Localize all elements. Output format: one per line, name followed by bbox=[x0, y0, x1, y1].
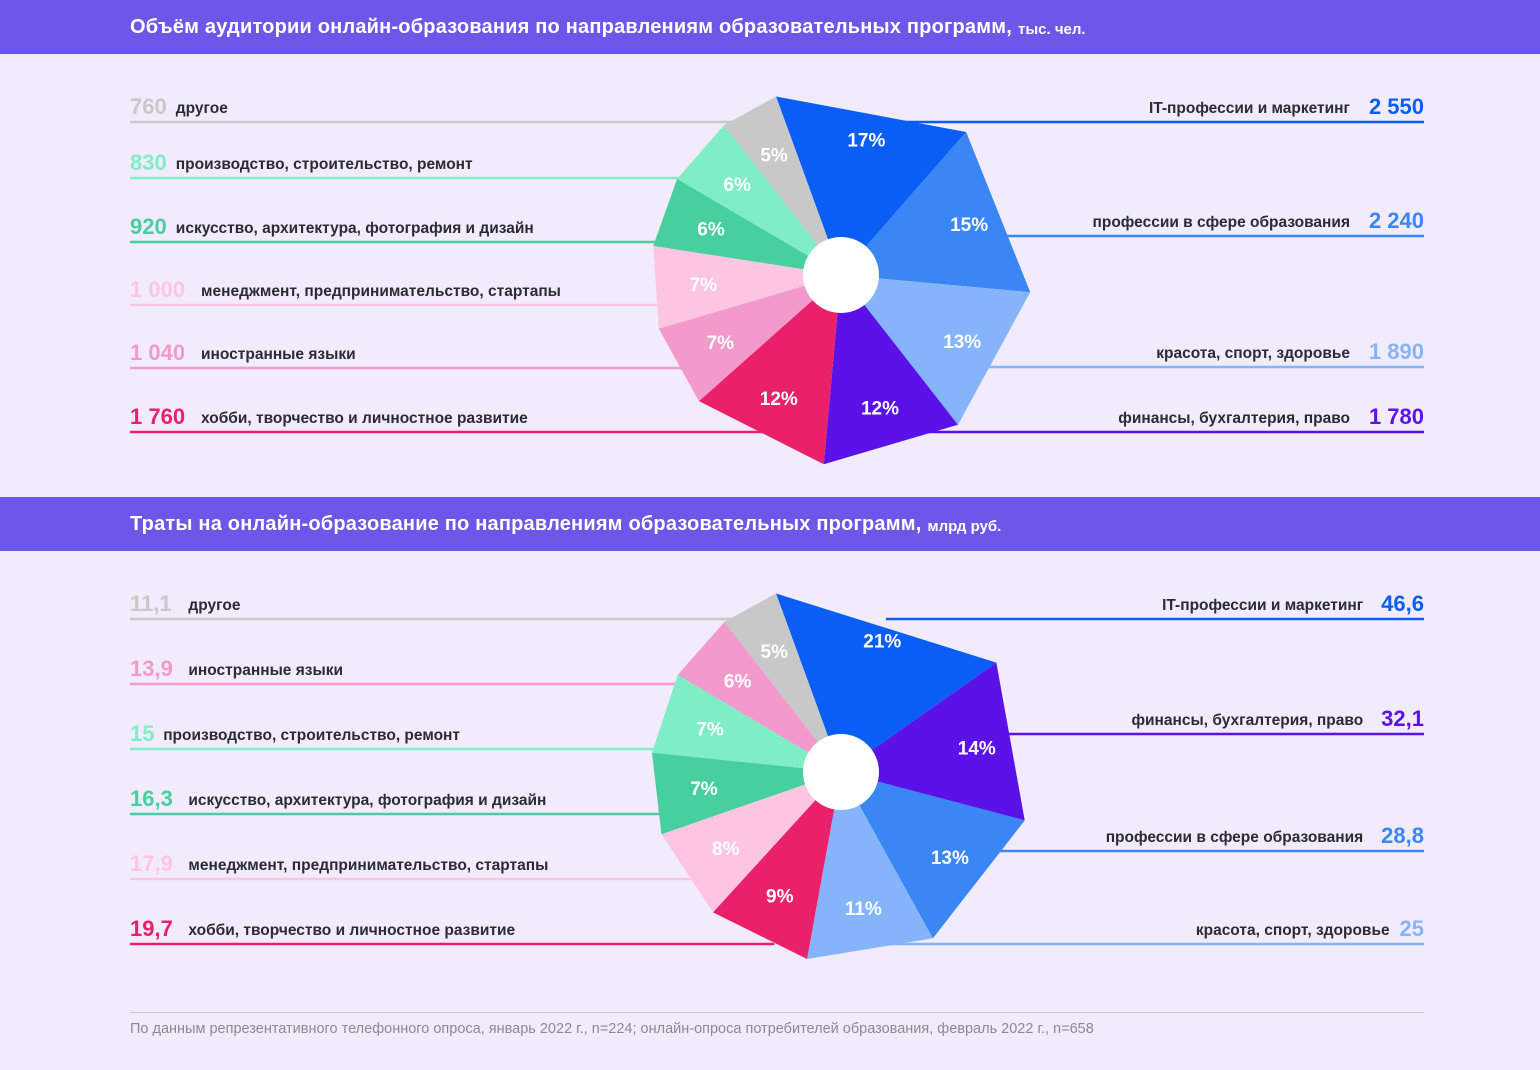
pie-slice bbox=[661, 772, 841, 913]
category-label: финансы, бухгалтерия, право bbox=[1118, 410, 1350, 427]
value-label: 1 890 bbox=[1369, 339, 1424, 364]
value-label: 1 040 bbox=[130, 340, 185, 365]
chart1-svg: 2 550 IT-профессии и маркетинг 2 240 профес… bbox=[130, 94, 1424, 465]
pie-slice bbox=[651, 752, 841, 835]
category-label: другое bbox=[176, 100, 228, 117]
percent-label: 15% bbox=[950, 215, 988, 236]
percent-label: 6% bbox=[724, 672, 752, 693]
pie-slice bbox=[724, 96, 841, 275]
category-label: иностранные языки bbox=[201, 346, 356, 363]
value-label: 760 bbox=[130, 94, 167, 119]
chart1-header: Объём аудитории онлайн-образования по на… bbox=[0, 0, 1540, 54]
pie-slice bbox=[651, 674, 841, 772]
pie-slice bbox=[724, 593, 841, 772]
percent-label: 14% bbox=[958, 739, 996, 760]
pie-slice bbox=[658, 275, 841, 402]
category-label: производство, строительство, ремонт bbox=[163, 727, 460, 744]
value-label: 2 550 bbox=[1369, 94, 1424, 119]
chart1-unit: тыс. чел. bbox=[1018, 20, 1086, 38]
category-label: искусство, архитектура, фотография и диз… bbox=[188, 792, 546, 809]
percent-label: 13% bbox=[931, 848, 969, 869]
value-label: 17,9 bbox=[130, 851, 173, 876]
value-label: 15 bbox=[130, 721, 154, 746]
category-label: профессии в сфере образования bbox=[1106, 829, 1364, 846]
pie-slice bbox=[841, 275, 1031, 425]
pie-slice bbox=[712, 772, 841, 959]
category-label: финансы, бухгалтерия, право bbox=[1131, 712, 1363, 729]
category-label: IT-профессии и маркетинг bbox=[1149, 100, 1351, 117]
pie-slice bbox=[776, 593, 997, 772]
percent-label: 5% bbox=[761, 642, 789, 663]
percent-label: 12% bbox=[760, 389, 798, 410]
category-label: производство, строительство, ремонт bbox=[176, 156, 473, 173]
value-label: 13,9 bbox=[130, 656, 173, 681]
percent-label: 6% bbox=[697, 220, 725, 241]
percent-label: 13% bbox=[943, 332, 981, 353]
category-label: другое bbox=[188, 597, 240, 614]
percent-label: 7% bbox=[690, 779, 718, 800]
value-label: 46,6 bbox=[1381, 591, 1424, 616]
value-label: 32,1 bbox=[1381, 706, 1424, 731]
pie-slice bbox=[677, 125, 841, 275]
value-label: 1 780 bbox=[1369, 404, 1424, 429]
value-label: 1 760 bbox=[130, 404, 185, 429]
percent-label: 21% bbox=[863, 631, 901, 652]
pie-slice bbox=[653, 178, 841, 275]
category-label: хобби, творчество и личностное развитие bbox=[201, 410, 528, 427]
percent-label: 6% bbox=[723, 175, 751, 196]
category-label: менеджмент, предпринимательство, стартап… bbox=[188, 857, 548, 874]
percent-label: 12% bbox=[861, 398, 899, 419]
category-label: профессии в сфере образования bbox=[1093, 214, 1351, 231]
chart2-svg: 46,6 IT-профессии и маркетинг 32,1 финансы,… bbox=[130, 591, 1424, 959]
footnote: По данным репрезентативного телефонного … bbox=[130, 1021, 1094, 1037]
pie-slice bbox=[841, 662, 1025, 821]
donut-hole bbox=[803, 734, 879, 810]
pie-slice bbox=[698, 275, 841, 465]
footer-divider bbox=[130, 1012, 1424, 1013]
value-label: 830 bbox=[130, 150, 167, 175]
pie-slice bbox=[841, 132, 1031, 293]
value-label: 16,3 bbox=[130, 786, 173, 811]
percent-label: 7% bbox=[696, 720, 724, 741]
value-label: 28,8 bbox=[1381, 823, 1424, 848]
percent-label: 8% bbox=[712, 839, 740, 860]
donut-hole bbox=[803, 237, 879, 313]
chart1-title: Объём аудитории онлайн-образования по на… bbox=[130, 15, 1013, 38]
percent-label: 11% bbox=[845, 899, 882, 920]
category-label: красота, спорт, здоровье bbox=[1156, 345, 1350, 362]
percent-label: 17% bbox=[847, 130, 885, 151]
category-label: красота, спорт, здоровье bbox=[1196, 922, 1390, 939]
category-label: искусство, архитектура, фотография и диз… bbox=[176, 220, 534, 237]
category-label: IT-профессии и маркетинг bbox=[1162, 597, 1364, 614]
value-label: 1 000 bbox=[130, 277, 185, 302]
value-label: 25 bbox=[1400, 916, 1424, 941]
pie-slice bbox=[841, 772, 1025, 939]
value-label: 11,1 bbox=[130, 591, 172, 616]
percent-label: 7% bbox=[707, 333, 735, 354]
pie-slice bbox=[776, 96, 967, 275]
category-label: менеджмент, предпринимательство, стартап… bbox=[201, 283, 561, 300]
category-label: иностранные языки bbox=[188, 662, 343, 679]
percent-label: 9% bbox=[766, 887, 794, 908]
chart2-title: Траты на онлайн-образование по направлен… bbox=[130, 512, 922, 535]
percent-label: 5% bbox=[760, 145, 788, 166]
value-label: 2 240 bbox=[1369, 208, 1424, 233]
pie-slice bbox=[653, 245, 841, 329]
percent-label: 7% bbox=[690, 275, 718, 296]
value-label: 19,7 bbox=[130, 916, 173, 941]
chart2-header: Траты на онлайн-образование по направлен… bbox=[0, 497, 1540, 551]
category-label: хобби, творчество и личностное развитие bbox=[188, 922, 515, 939]
chart2-unit: млрд руб. bbox=[927, 517, 1002, 535]
chart2-spending-pie: 46,6 IT-профессии и маркетинг 32,1 финансы,… bbox=[0, 551, 1540, 981]
pie-slice bbox=[677, 621, 841, 772]
chart1-audience-pie: 2 550 IT-профессии и маркетинг 2 240 профес… bbox=[0, 54, 1540, 484]
value-label: 920 bbox=[130, 214, 167, 239]
pie-slice bbox=[823, 275, 958, 465]
pie-slice bbox=[807, 772, 933, 959]
